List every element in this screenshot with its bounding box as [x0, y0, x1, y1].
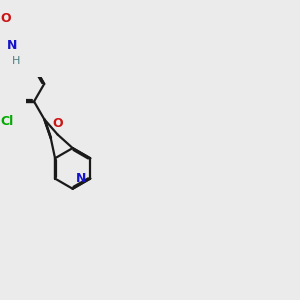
Text: N: N [76, 172, 86, 185]
Text: Cl: Cl [0, 115, 13, 128]
Text: O: O [52, 117, 63, 130]
Text: N: N [7, 39, 17, 52]
Text: H: H [12, 56, 20, 66]
Text: O: O [0, 12, 11, 25]
